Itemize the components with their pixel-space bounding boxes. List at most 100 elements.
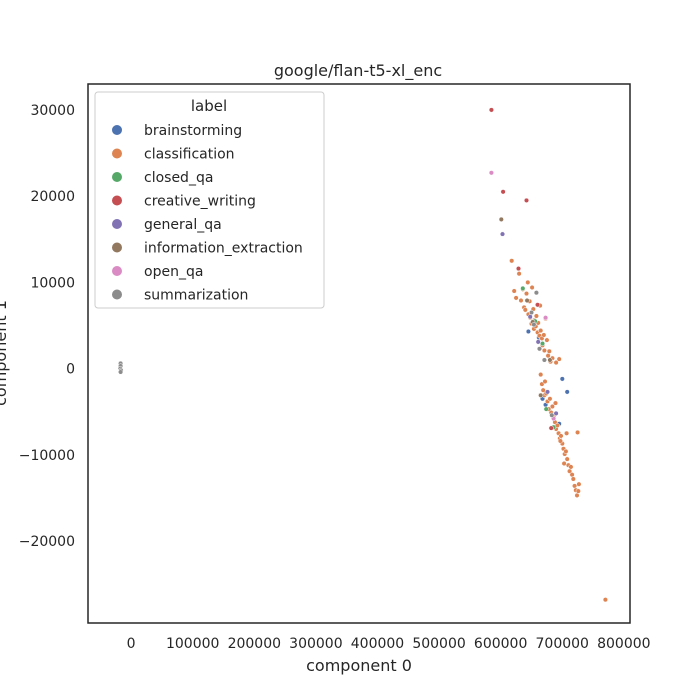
x-tick-label: 0 bbox=[127, 636, 136, 652]
point-brainstorming bbox=[559, 376, 565, 382]
y-tick-label: −10000 bbox=[19, 448, 75, 464]
point-classification bbox=[545, 353, 551, 359]
point-classification bbox=[538, 328, 544, 334]
point-classification bbox=[529, 284, 535, 291]
y-tick-label: −20000 bbox=[19, 534, 75, 550]
point-classification bbox=[547, 396, 553, 402]
point-classification bbox=[558, 433, 564, 439]
point-classification bbox=[518, 297, 524, 304]
point-creative-writing bbox=[515, 266, 522, 272]
point-general-qa bbox=[527, 314, 533, 320]
point-classification bbox=[511, 288, 517, 294]
legend-entries: brainstorming classification closed_qacrea… bbox=[112, 123, 303, 304]
legend-marker-closed-qa bbox=[112, 172, 122, 182]
data-points bbox=[117, 107, 608, 603]
legend-label: general_qa bbox=[144, 217, 222, 233]
point-general-qa bbox=[553, 410, 559, 416]
x-axis-label: component 0 bbox=[306, 656, 412, 675]
point-classification bbox=[568, 464, 574, 470]
point-classification bbox=[533, 313, 539, 319]
y-tick-label: 10000 bbox=[30, 275, 75, 291]
legend-frame bbox=[94, 91, 325, 309]
x-tick-label: 400000 bbox=[351, 636, 404, 652]
legend-marker-summarization bbox=[112, 289, 122, 300]
point-classification bbox=[516, 271, 522, 277]
point-classification bbox=[546, 348, 552, 354]
point-classification bbox=[556, 356, 562, 362]
x-tick-label: 600000 bbox=[474, 636, 527, 652]
point-information-extraction bbox=[498, 216, 504, 222]
point-summarization bbox=[531, 322, 537, 328]
point-classification bbox=[557, 438, 563, 444]
point-classification bbox=[523, 291, 530, 297]
point-classification bbox=[564, 456, 570, 462]
plot-frame bbox=[87, 83, 631, 624]
legend-marker-brainstorming bbox=[112, 125, 122, 135]
x-axis-ticks: 0 100000 200000 300000 400000 500000 600000 700… bbox=[127, 636, 651, 652]
point-classification bbox=[563, 448, 569, 454]
point-classification bbox=[509, 258, 515, 264]
point-classification bbox=[538, 372, 544, 378]
point-classification bbox=[552, 400, 559, 406]
x-tick-label: 300000 bbox=[289, 636, 342, 652]
legend-label: creative_writing bbox=[144, 194, 256, 210]
point-open-qa bbox=[543, 315, 549, 321]
point-information-extraction bbox=[524, 297, 530, 304]
x-tick-label: 500000 bbox=[412, 636, 465, 652]
point-classification bbox=[549, 403, 555, 410]
point-closed-qa bbox=[539, 341, 546, 347]
y-tick-label: 0 bbox=[66, 362, 75, 378]
legend-label: brainstorming bbox=[144, 123, 242, 139]
legend-marker-classification bbox=[112, 148, 122, 159]
point-summarization bbox=[536, 346, 543, 352]
point-classification bbox=[574, 492, 580, 498]
legend-title: label bbox=[191, 97, 227, 115]
point-summarization bbox=[118, 369, 124, 375]
x-tick-label: 200000 bbox=[228, 636, 281, 652]
point-closed-qa bbox=[520, 285, 526, 291]
point-brainstorming bbox=[525, 328, 531, 335]
legend-marker-general-qa bbox=[112, 219, 122, 229]
point-closed-qa bbox=[543, 406, 549, 412]
point-summarization bbox=[528, 309, 535, 316]
legend-label: information_extraction bbox=[144, 241, 303, 257]
point-summarization bbox=[541, 357, 547, 363]
point-general-qa bbox=[535, 339, 541, 345]
point-creative-writing bbox=[535, 302, 541, 308]
legend-label: closed_qa bbox=[144, 170, 213, 186]
y-axis-label: component 1 bbox=[0, 300, 10, 406]
point-classification bbox=[575, 488, 581, 494]
legend: label brainstorming classification closed_… bbox=[94, 91, 325, 309]
chart-title: google/flan-t5-xl_enc bbox=[274, 61, 442, 81]
x-tick-label: 700000 bbox=[536, 636, 589, 652]
point-classification bbox=[513, 295, 519, 301]
point-classification bbox=[553, 360, 559, 366]
legend-marker-information-extraction bbox=[112, 242, 122, 253]
point-classification bbox=[602, 597, 608, 603]
point-creative-writing bbox=[488, 107, 494, 113]
point-classification bbox=[541, 347, 547, 354]
x-tick-label: 100000 bbox=[166, 636, 219, 652]
point-classification bbox=[561, 460, 567, 467]
legend-label: open_qa bbox=[144, 264, 203, 280]
point-information-extraction bbox=[538, 392, 544, 398]
point-open-qa bbox=[488, 170, 494, 176]
point-classification bbox=[542, 378, 548, 385]
point-classification bbox=[541, 332, 547, 338]
point-general-qa bbox=[499, 231, 506, 237]
point-classification bbox=[522, 307, 528, 313]
point-creative-writing bbox=[548, 425, 554, 431]
point-general-qa bbox=[544, 389, 551, 395]
legend-marker-creative-writing bbox=[112, 195, 122, 206]
y-axis-ticks: −20000 −10000 0 10000 20000 30000 bbox=[19, 103, 75, 550]
point-classification bbox=[544, 337, 550, 343]
point-classification bbox=[525, 279, 531, 285]
point-information-extraction bbox=[547, 357, 553, 363]
y-tick-label: 20000 bbox=[30, 189, 75, 205]
point-classification bbox=[570, 476, 576, 482]
point-classification bbox=[564, 430, 570, 436]
legend-marker-open-qa bbox=[112, 266, 122, 276]
legend-label: classification bbox=[144, 147, 235, 163]
point-classification bbox=[540, 387, 546, 393]
